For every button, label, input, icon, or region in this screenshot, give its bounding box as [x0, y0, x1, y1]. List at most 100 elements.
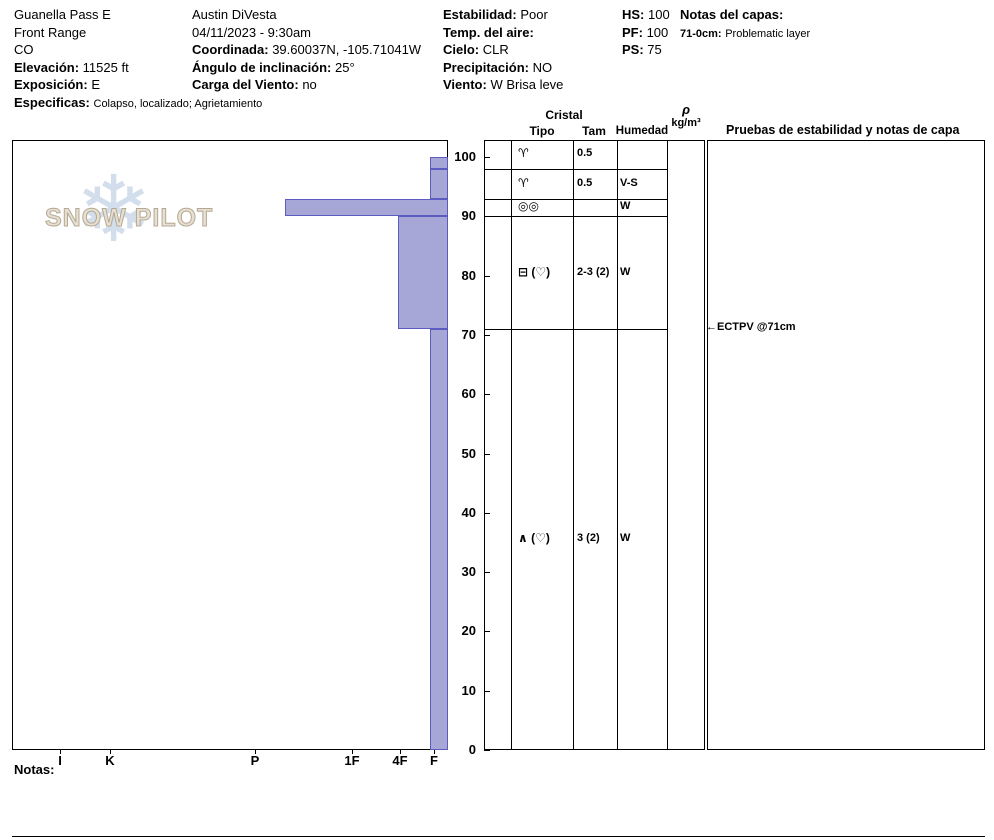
precip-label: Precipitación:	[443, 59, 529, 75]
hardness-tick-mark	[110, 750, 111, 754]
wetness-value: V-S	[620, 176, 638, 189]
depth-tick-label: 50	[461, 445, 476, 461]
hardness-tick-mark	[60, 750, 61, 754]
table-divider-humedad-density	[667, 140, 668, 750]
hardness-bar	[430, 157, 448, 169]
stability-label: Estabilidad:	[443, 7, 517, 22]
depth-tick-mark	[484, 750, 490, 751]
grain-type-symbol: ◎◎	[518, 199, 539, 214]
hardness-axis-label: I	[58, 753, 62, 768]
ps-value: 75	[647, 42, 662, 57]
table-divider-tam-humedad	[617, 140, 618, 750]
sky-label: Cielo:	[443, 42, 480, 57]
sky-value: CLR	[482, 42, 509, 57]
pf-value: 100	[646, 24, 669, 40]
precip-value: NO	[532, 59, 553, 75]
stability-tests-panel	[707, 140, 985, 750]
state: CO	[14, 42, 34, 57]
wind-loading-value: no	[302, 77, 317, 92]
hardness-axis-label: P	[250, 753, 260, 768]
depth-tick-mark	[484, 334, 490, 336]
layer-notes-label: Notas del capas:	[680, 7, 784, 22]
depth-tick-label: 10	[461, 682, 476, 698]
hardness-axis-label: F	[430, 753, 438, 768]
grain-size-value: 2-3 (2)	[577, 265, 610, 278]
depth-tick-mark	[484, 631, 490, 633]
hardness-bar	[285, 198, 448, 217]
bottom-rule	[12, 836, 985, 837]
hardness-tick-mark	[255, 750, 256, 754]
hs-value: 100	[648, 7, 670, 22]
layer-boundary-line	[484, 216, 667, 218]
grain-size-value: 0.5	[577, 176, 593, 189]
hardness-axis-label: 1F	[344, 753, 360, 768]
depth-tick-label: 80	[461, 267, 476, 283]
layer-note-depth: 71-0cm:	[680, 27, 722, 40]
snowflake-icon: ❄	[75, 159, 153, 261]
depth-tick-label: 0	[468, 742, 476, 757]
wetness-value: W	[620, 200, 631, 213]
hardness-axis-label: K	[105, 753, 115, 768]
hardness-bar	[430, 328, 448, 750]
depth-tick-label: 60	[461, 386, 476, 402]
air-temp-label: Temp. del aire:	[443, 24, 534, 40]
grain-type-symbol: ♈	[518, 175, 529, 190]
stability-value: Poor	[520, 7, 548, 22]
layer-boundary-line	[484, 328, 667, 330]
wind-value: W Brisa leve	[490, 77, 564, 92]
mountain-range: Front Range	[14, 24, 87, 40]
column-header-tam: Tam	[582, 124, 606, 138]
hardness-bar	[398, 216, 448, 329]
depth-tick-label: 20	[461, 623, 476, 639]
wind-label: Viento:	[443, 77, 487, 92]
depth-tick-mark	[484, 572, 490, 574]
grain-size-value: 3 (2)	[577, 532, 600, 545]
depth-tick-label: 30	[461, 564, 476, 580]
elevation-label: Elevación:	[14, 59, 80, 75]
depth-tick-label: 90	[461, 208, 476, 224]
observation-datetime: 04/11/2023 - 9:30am	[192, 24, 312, 40]
hardness-axis-label: 4F	[392, 753, 408, 768]
hardness-tick-mark	[400, 750, 401, 754]
pf-label: PF:	[622, 24, 643, 40]
depth-tick-mark	[484, 157, 490, 158]
specifics-value: Colapso, localizado; Agrietamiento	[93, 97, 263, 110]
slope-angle-label: Ángulo de inclinación:	[192, 59, 332, 75]
depth-tick-label: 100	[454, 149, 476, 164]
slope-angle-value: 25°	[335, 59, 355, 75]
column-header-tipo: Tipo	[529, 124, 555, 138]
location-block: Guanella Pass E Front Range CO Elevación…	[14, 6, 262, 111]
depth-tick-label: 40	[461, 504, 476, 520]
table-divider-tipo-tam	[573, 140, 574, 750]
depth-tick-mark	[484, 453, 490, 455]
table-divider-tick-tipo	[511, 140, 512, 750]
notes-label: Notas:	[14, 762, 55, 777]
column-header-density-units: kg/m³	[671, 117, 701, 129]
specifics-label: Especificas:	[14, 94, 90, 110]
column-header-density: ρ	[682, 102, 690, 117]
hardness-tick-mark	[352, 750, 353, 754]
depth-tick-mark	[484, 512, 490, 514]
hardness-bar	[430, 168, 448, 199]
column-header-humedad: Humedad	[615, 125, 669, 137]
wetness-value: W	[620, 532, 631, 545]
depth-tick-mark	[484, 275, 490, 277]
grain-type-symbol: ∧ (♡)	[518, 531, 550, 546]
depth-tick-label: 70	[461, 326, 476, 342]
column-header-stability-tests: Pruebas de estabilidad y notas de capa	[726, 123, 960, 137]
site-name: Guanella Pass E	[14, 7, 111, 22]
grain-info-panel	[484, 140, 705, 750]
observation-block: Austin DiVesta 04/11/2023 - 9:30am Coord…	[192, 6, 421, 94]
layer-notes-block: Notas del capas: 71-0cm: Problematic lay…	[680, 6, 810, 41]
snowpilot-logo-text: SNOW PILOT	[44, 204, 214, 233]
aspect-label: Exposición:	[14, 77, 88, 92]
depth-tick-mark	[484, 394, 490, 396]
grain-size-value: 0.5	[577, 147, 593, 160]
coordinates-label: Coordinada:	[192, 42, 269, 57]
column-header-cristal: Cristal	[545, 108, 583, 122]
depths-block: HS: 100 PF: 100 PS: 75	[622, 6, 670, 59]
snowpilot-logo: ❄ SNOW PILOT	[44, 164, 220, 273]
coordinates-value: 39.60037N, -105.71041W	[272, 42, 422, 57]
